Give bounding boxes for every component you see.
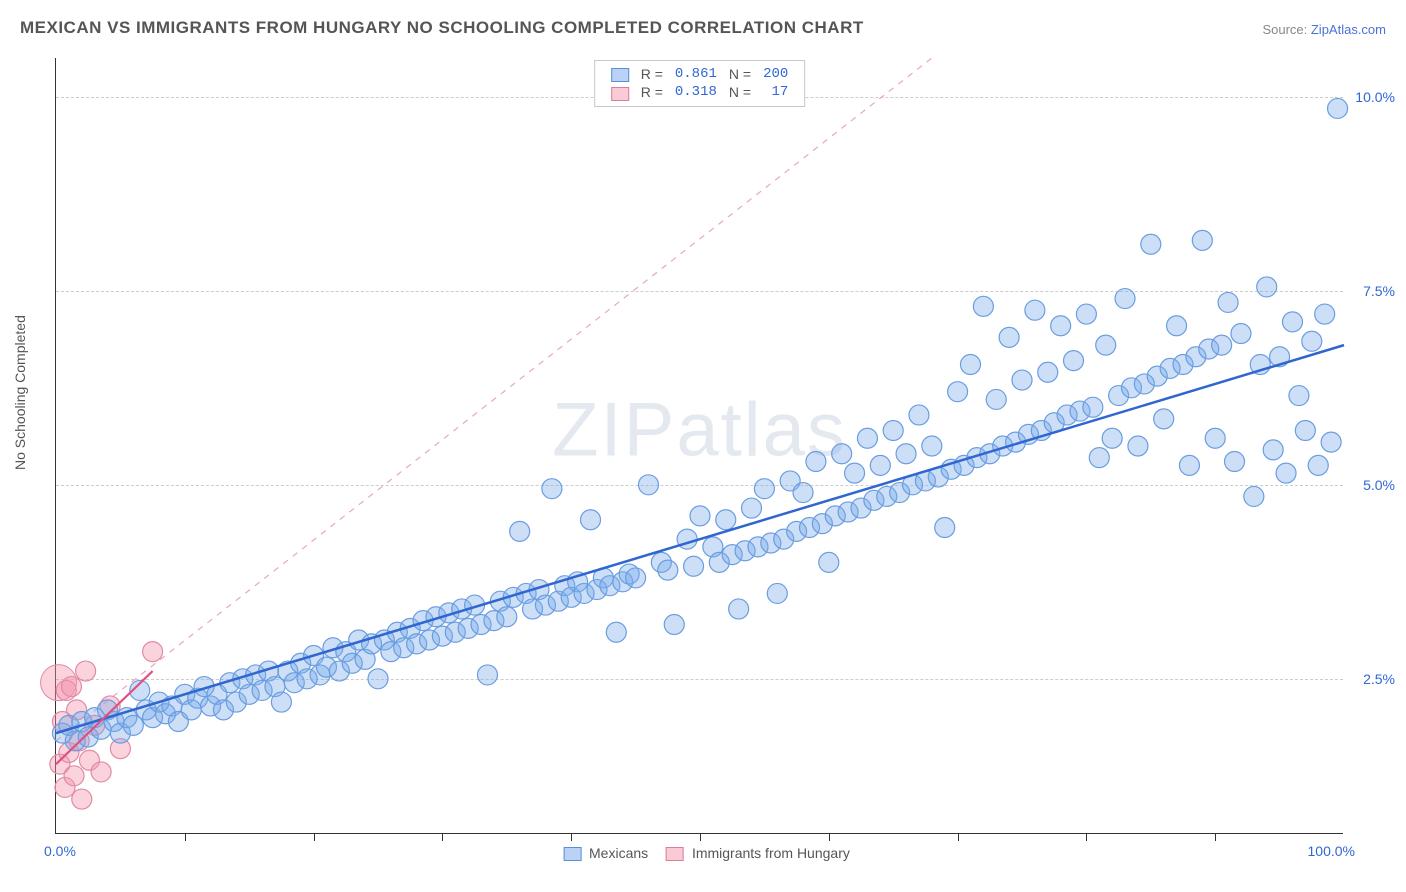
swatch-pink xyxy=(611,87,629,101)
n-label: N = xyxy=(723,83,757,101)
x-tick xyxy=(700,833,701,841)
swatch-blue xyxy=(611,68,629,82)
r-label: R = xyxy=(635,83,669,101)
swatch-blue xyxy=(563,847,581,861)
legend-row-hungary: R = 0.318 N = 17 xyxy=(605,83,795,101)
y-axis-label: No Schooling Completed xyxy=(12,315,28,470)
r-value-mexicans: 0.861 xyxy=(669,65,723,83)
y-tick-label: 2.5% xyxy=(1363,671,1395,687)
x-tick xyxy=(442,833,443,841)
correlation-legend: R = 0.861 N = 200 R = 0.318 N = 17 xyxy=(594,60,806,107)
source-link[interactable]: ZipAtlas.com xyxy=(1311,22,1386,37)
x-tick xyxy=(185,833,186,841)
x-axis-min-label: 0.0% xyxy=(44,843,76,859)
source-attribution: Source: ZipAtlas.com xyxy=(1262,22,1386,37)
n-value-mexicans: 200 xyxy=(757,65,794,83)
y-tick-label: 7.5% xyxy=(1363,283,1395,299)
source-prefix: Source: xyxy=(1262,22,1310,37)
legend-row-mexicans: R = 0.861 N = 200 xyxy=(605,65,795,83)
x-tick xyxy=(829,833,830,841)
y-tick-label: 10.0% xyxy=(1355,89,1395,105)
x-tick xyxy=(314,833,315,841)
series-legend: Mexicans Immigrants from Hungary xyxy=(549,845,850,861)
x-tick xyxy=(958,833,959,841)
legend-label-hungary: Immigrants from Hungary xyxy=(692,845,850,861)
swatch-pink xyxy=(666,847,684,861)
chart-title: MEXICAN VS IMMIGRANTS FROM HUNGARY NO SC… xyxy=(20,18,864,38)
x-tick xyxy=(1086,833,1087,841)
plot-area: ZIPatlas 2.5%5.0%7.5%10.0% 0.0% 100.0% R… xyxy=(55,58,1343,834)
x-tick xyxy=(1215,833,1216,841)
x-axis-max-label: 100.0% xyxy=(1308,843,1355,859)
r-value-hungary: 0.318 xyxy=(669,83,723,101)
legend-label-mexicans: Mexicans xyxy=(589,845,648,861)
scatter-svg xyxy=(56,58,1343,833)
n-label: N = xyxy=(723,65,757,83)
r-label: R = xyxy=(635,65,669,83)
x-tick xyxy=(571,833,572,841)
y-tick-label: 5.0% xyxy=(1363,477,1395,493)
n-value-hungary: 17 xyxy=(757,83,794,101)
